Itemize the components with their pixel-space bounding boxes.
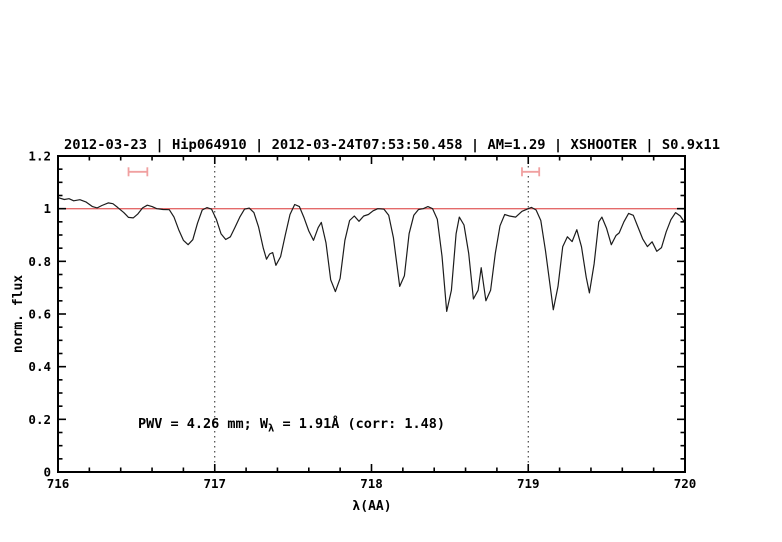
- pwv-annotation-subscript: λ: [268, 422, 274, 434]
- band-range-markers: [127, 167, 541, 177]
- y-axis-label: norm. flux: [11, 275, 26, 353]
- pwv-annotation-pre: PWV = 4.26 mm; W: [138, 416, 269, 432]
- y-tick-label: 1: [43, 201, 51, 216]
- pwv-annotation: PWV = 4.26 mm; Wλ = 1.91Å (corr: 1.48): [138, 415, 445, 435]
- band-range-marker: [127, 167, 149, 177]
- x-axis-label: λ(AA): [352, 499, 391, 514]
- y-tick-label: 0.6: [28, 307, 51, 322]
- band-range-marker: [521, 167, 541, 177]
- y-tick-label: 0.8: [28, 254, 51, 269]
- y-tick-label: 1.2: [28, 149, 51, 164]
- spectrum-curve: [57, 197, 686, 312]
- x-tick-label: 719: [517, 476, 540, 491]
- plot-title: 2012-03-23 | Hip064910 | 2012-03-24T07:5…: [64, 137, 720, 153]
- x-axis-tick-labels: 716 717 718 719 720: [47, 476, 697, 491]
- y-tick-label: 0.2: [28, 412, 51, 427]
- x-tick-label: 718: [360, 476, 383, 491]
- y-tick-label: 0.4: [28, 359, 51, 374]
- x-tick-label: 720: [674, 476, 697, 491]
- x-tick-label: 716: [47, 476, 70, 491]
- y-tick-label: 0: [43, 465, 51, 480]
- axis-ticks: [57, 155, 686, 473]
- y-axis-tick-labels: 0 0.2 0.4 0.6 0.8 1 1.2: [28, 149, 51, 480]
- pwv-annotation-post: = 1.91Å (corr: 1.48): [274, 415, 445, 432]
- x-tick-label: 717: [203, 476, 226, 491]
